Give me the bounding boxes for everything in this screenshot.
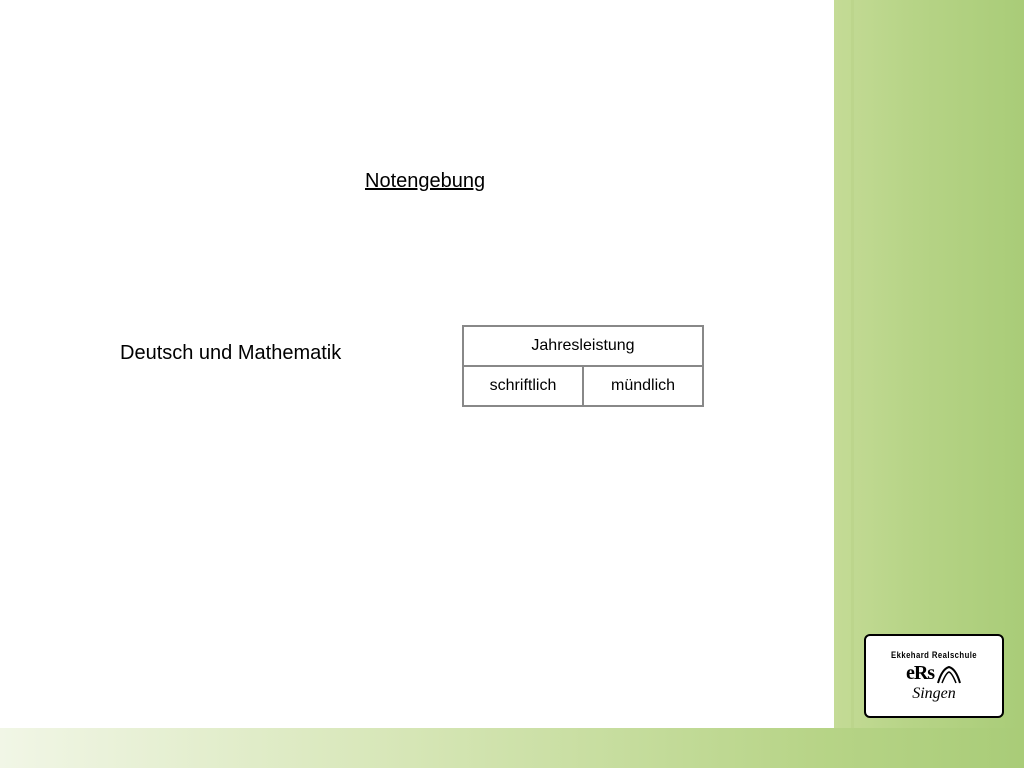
school-logo: Ekkehard Realschule eRs Singen: [864, 634, 1004, 718]
table-header: Jahresleistung: [463, 326, 703, 366]
subjects-label: Deutsch und Mathematik: [120, 342, 341, 365]
table-cell-muendlich: mündlich: [583, 366, 703, 406]
right-band-inner-line: [851, 0, 854, 768]
bottom-decorative-band: [0, 728, 1024, 768]
grading-table: Jahresleistung schriftlich mündlich: [462, 325, 704, 407]
logo-mid-text: eRs: [906, 662, 934, 685]
mountain-icon: [936, 661, 962, 687]
slide-title: Notengebung: [365, 170, 485, 193]
slide: Notengebung Deutsch und Mathematik Jahre…: [0, 0, 1024, 768]
logo-bottom-text: Singen: [912, 685, 956, 703]
logo-middle: eRs: [906, 661, 962, 687]
logo-top-text: Ekkehard Realschule: [891, 650, 977, 660]
table-cell-schriftlich: schriftlich: [463, 366, 583, 406]
